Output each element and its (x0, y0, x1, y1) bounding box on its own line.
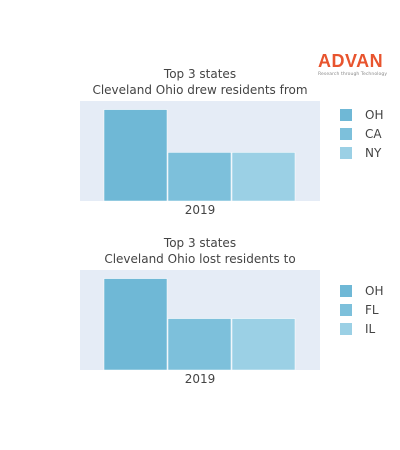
bar-ca (167, 152, 232, 202)
chart-title: Top 3 states (163, 236, 236, 250)
chart-title: Top 3 states (163, 67, 236, 81)
legend-label-fl: FL (365, 303, 379, 317)
legend-label-il: IL (365, 322, 376, 336)
x-tick-label: 2019 (185, 203, 216, 217)
bar-ny (231, 152, 296, 202)
bar-oh (103, 278, 168, 371)
legend-swatch-oh (340, 109, 352, 121)
legend-swatch-ca (340, 128, 352, 140)
bar-fl (167, 318, 232, 371)
logo-tagline: Research through Technology (318, 72, 388, 77)
legend-swatch-ny (340, 147, 352, 159)
logo-wordmark: ADVAN (318, 51, 384, 71)
x-tick-label: 2019 (185, 372, 216, 386)
chart-subtitle: Cleveland Ohio drew residents from (92, 83, 307, 97)
chart-subtitle: Cleveland Ohio lost residents to (104, 252, 295, 266)
legend-label-ny: NY (365, 146, 382, 160)
legend-swatch-oh (340, 285, 352, 297)
legend-swatch-il (340, 323, 352, 335)
bar-oh (103, 109, 168, 202)
bar-il (231, 318, 296, 371)
legend-label-oh: OH (365, 108, 383, 122)
legend-label-oh: OH (365, 284, 383, 298)
legend-label-ca: CA (365, 127, 382, 141)
legend-swatch-fl (340, 304, 352, 316)
advan-logo: ADVAN Research through Technology (318, 52, 398, 77)
